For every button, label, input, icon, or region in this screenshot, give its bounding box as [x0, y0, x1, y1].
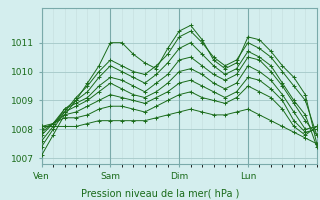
- Text: Pression niveau de la mer( hPa ): Pression niveau de la mer( hPa ): [81, 188, 239, 198]
